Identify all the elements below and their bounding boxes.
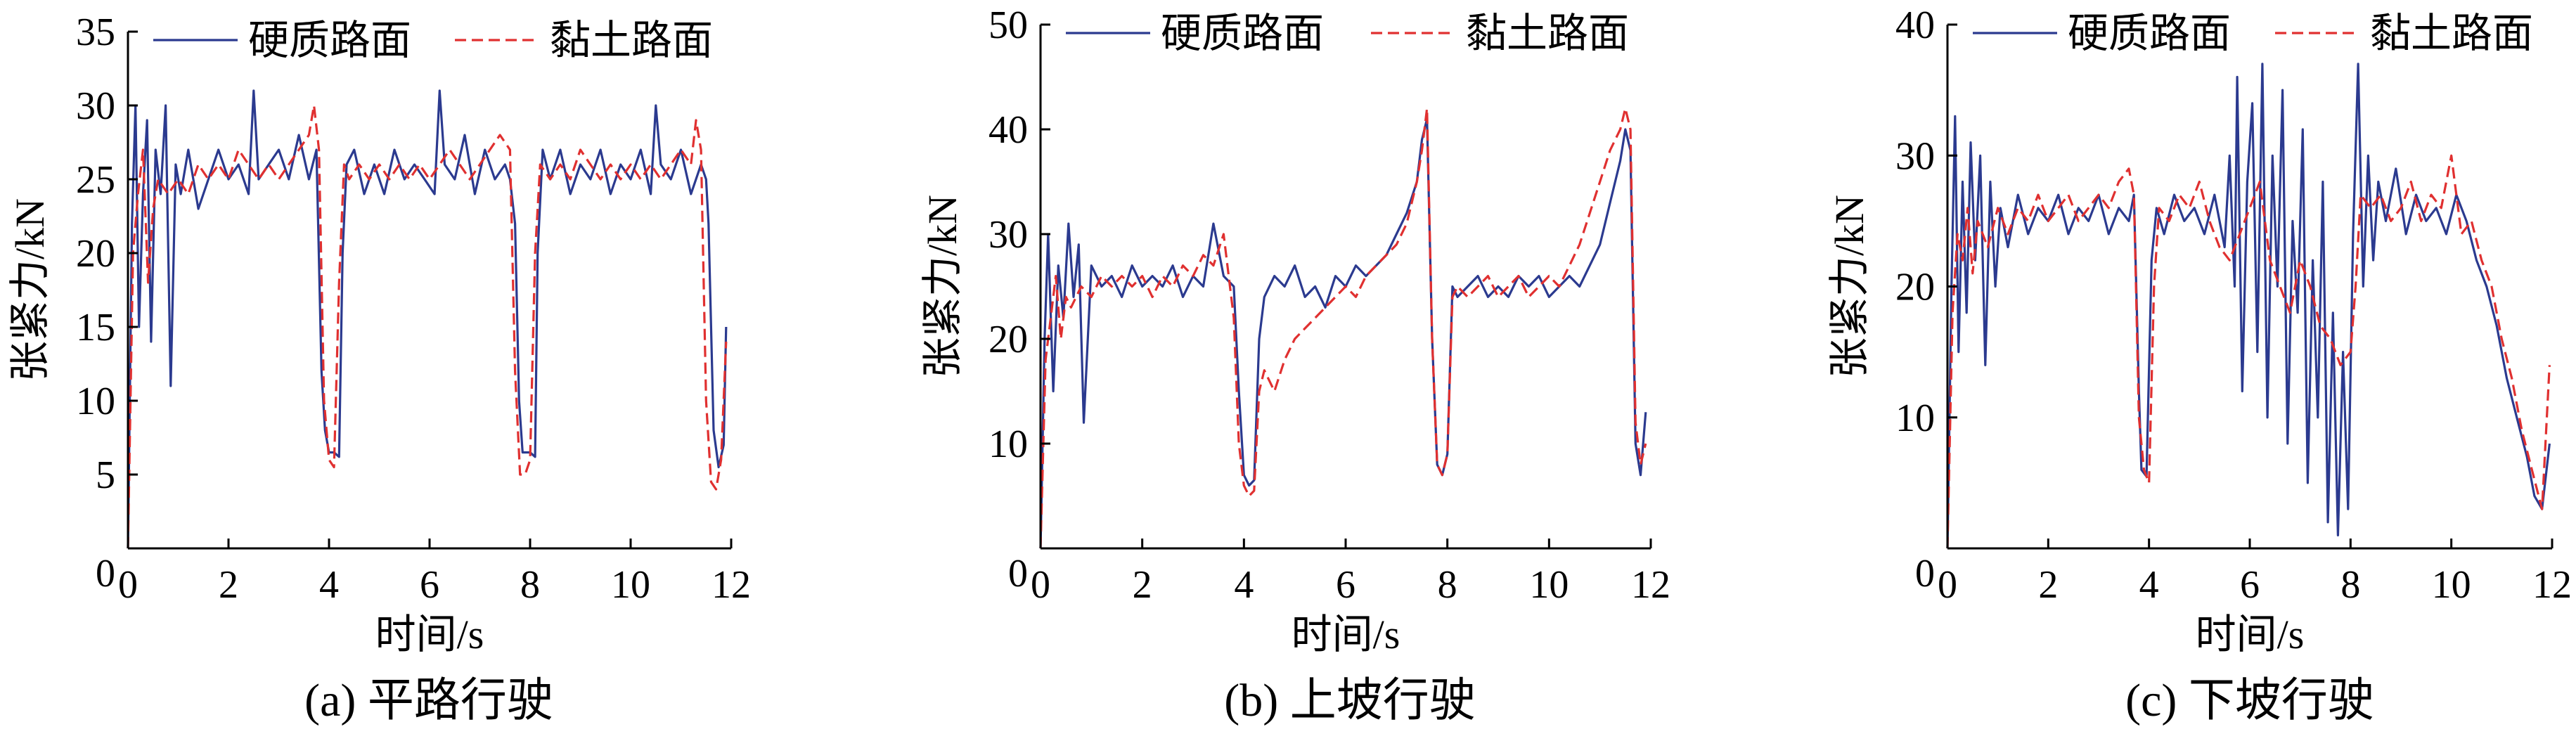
chart-panel-3: 0 2 4 6 8 10 12 10 20 30 40 0 时间/s 张紧力/kN (c) 下坡行驶 硬质路面… [1827, 4, 2572, 726]
x-tick-label: 6 [2240, 563, 2260, 607]
y-zero-label: 0 [1915, 552, 1935, 595]
x-tick-label: 10 [1529, 563, 1569, 607]
y-tick-label: 20 [76, 232, 115, 276]
y-tick-label: 35 [76, 11, 115, 54]
y-tick-label: 10 [988, 423, 1028, 466]
x-tick-label: 2 [219, 563, 238, 607]
series-line-hard-road [1039, 117, 1647, 549]
x-tick-label: 12 [711, 563, 751, 607]
series-line-clay-road [1039, 107, 1647, 549]
x-tick-label: 12 [2532, 563, 2572, 607]
panel-caption: (b) 上坡行驶 [1224, 675, 1475, 726]
x-axis-label: 时间/s [2196, 612, 2305, 657]
legend-label: 硬质路面 [2068, 11, 2231, 56]
x-tick-label: 6 [420, 563, 439, 607]
x-tick-label: 6 [1336, 563, 1355, 607]
y-tick-label: 30 [76, 84, 115, 128]
x-tick-label: 0 [1031, 563, 1050, 607]
x-tick-label: 2 [1133, 563, 1152, 607]
series-line-clay-road [1946, 154, 2551, 549]
x-tick-label: 8 [1438, 563, 1457, 607]
x-tick-label: 10 [2432, 563, 2471, 607]
x-axis-label: 时间/s [375, 612, 484, 657]
x-tick-label: 2 [2038, 563, 2058, 607]
series-line-clay-road [127, 104, 728, 549]
y-tick-label: 25 [76, 158, 115, 202]
legend: 硬质路面 黏土路面 [1066, 11, 1629, 56]
legend-label: 黏土路面 [550, 18, 713, 63]
y-tick-label: 20 [1895, 266, 1935, 309]
x-tick-label: 10 [611, 563, 650, 607]
panel-caption: (c) 下坡行驶 [2125, 675, 2374, 726]
x-tick-label: 8 [520, 563, 540, 607]
legend-label: 黏土路面 [1466, 11, 1629, 56]
legend: 硬质路面 黏土路面 [153, 18, 713, 63]
x-tick-label: 4 [2139, 563, 2159, 607]
legend-label: 黏土路面 [2370, 11, 2533, 56]
panel-caption: (a) 平路行驶 [304, 675, 553, 726]
y-tick-label: 30 [988, 213, 1028, 257]
y-axis-label: 张紧力/kN [7, 198, 53, 382]
y-tick-label: 40 [1895, 4, 1935, 47]
x-tick-label: 0 [118, 563, 138, 607]
legend-label: 硬质路面 [1161, 11, 1324, 56]
y-tick-label: 40 [988, 108, 1028, 152]
y-tick-label: 15 [76, 306, 115, 349]
y-zero-label: 0 [1008, 552, 1028, 595]
x-tick-label: 12 [1631, 563, 1670, 607]
legend: 硬质路面 黏土路面 [1973, 11, 2533, 56]
series-line-hard-road [127, 89, 728, 549]
y-axis-label: 张紧力/kN [1827, 195, 1872, 378]
y-zero-label: 0 [96, 552, 115, 595]
chart-panel-1: 0 2 4 6 8 10 12 5 10 15 20 25 30 35 0 时间/s 张紧力/kN (a) 平路行… [7, 11, 751, 726]
y-tick-label: 30 [1895, 134, 1935, 178]
y-tick-label: 10 [1895, 397, 1935, 440]
legend-label: 硬质路面 [248, 18, 411, 63]
x-tick-label: 8 [2340, 563, 2360, 607]
x-tick-label: 4 [319, 563, 339, 607]
y-tick-label: 50 [988, 4, 1028, 47]
y-axis-label: 张紧力/kN [920, 195, 965, 378]
y-tick-label: 10 [76, 380, 115, 423]
x-axis-label: 时间/s [1292, 612, 1400, 657]
x-tick-label: 4 [1234, 563, 1254, 607]
y-tick-label: 5 [96, 453, 115, 497]
series-line-hard-road [1946, 63, 2551, 549]
x-tick-label: 0 [1938, 563, 1957, 607]
y-tick-label: 20 [988, 318, 1028, 361]
chart-panel-2: 0 2 4 6 8 10 12 10 20 30 40 50 0 时间/s 张紧力/kN (b) 上坡行驶 硬质… [920, 4, 1670, 726]
